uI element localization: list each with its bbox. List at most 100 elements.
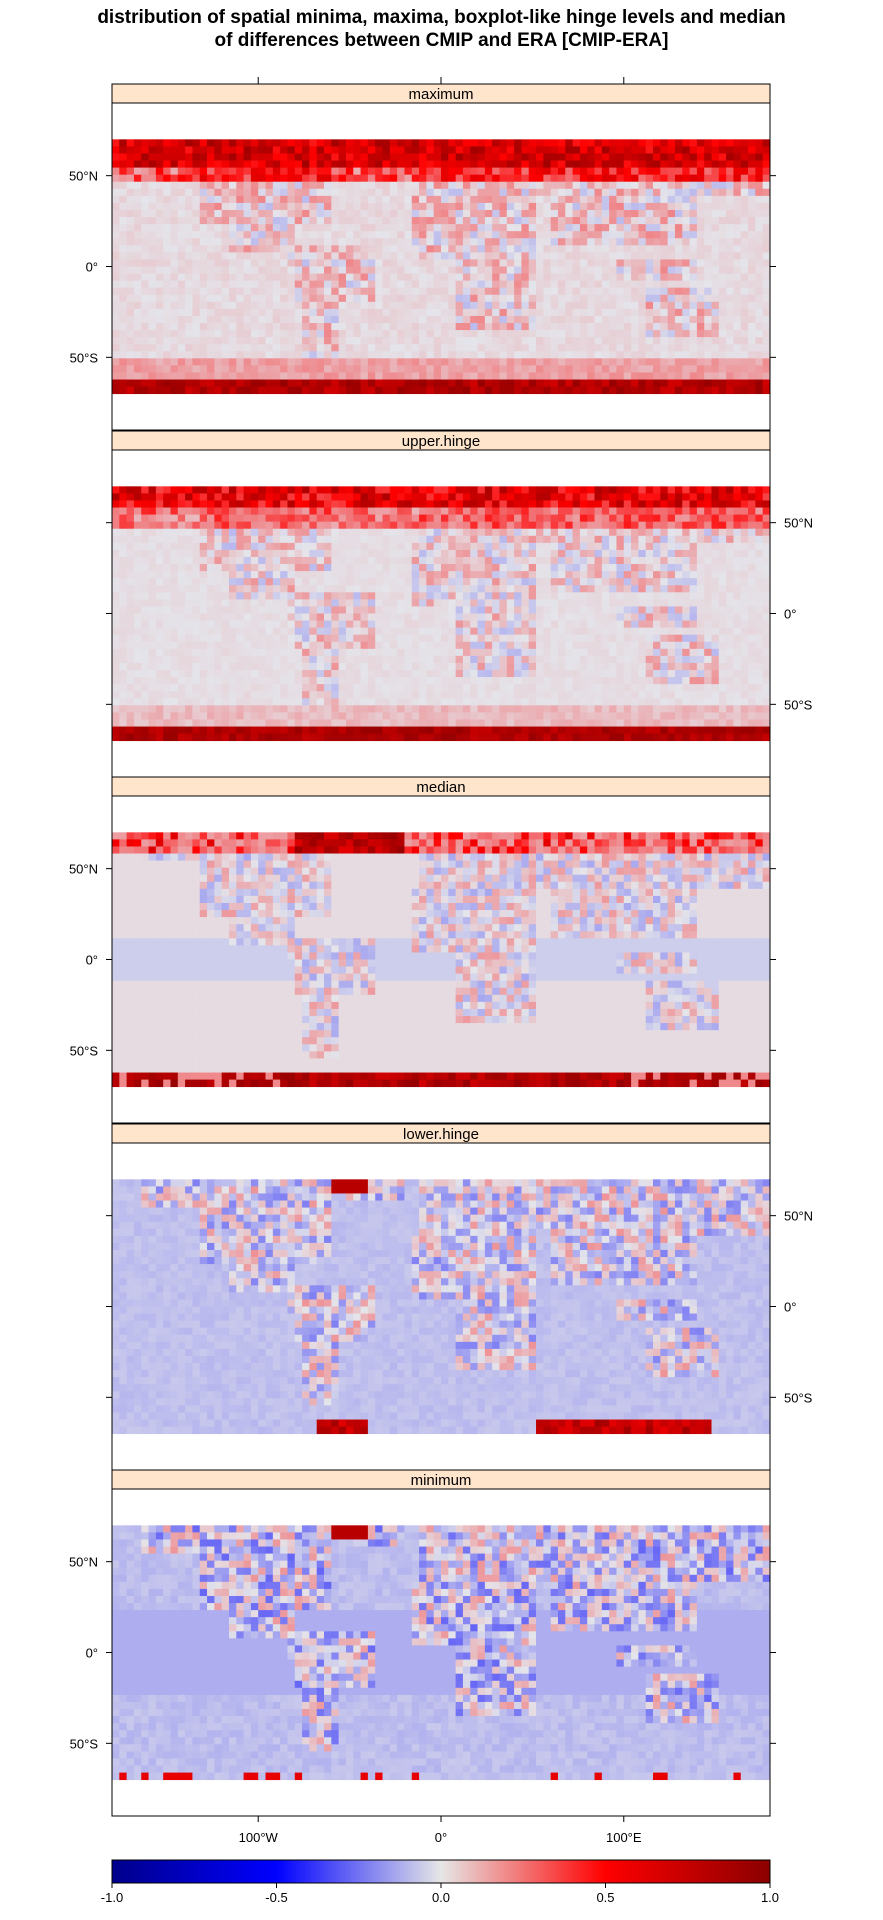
heatmap-cell	[185, 174, 193, 183]
heatmap-cell	[579, 238, 588, 246]
heatmap-cell	[236, 238, 244, 246]
heatmap-cell	[331, 315, 340, 324]
heatmap-cell	[521, 556, 530, 565]
heatmap-cell	[228, 606, 237, 614]
heatmap-cell	[557, 174, 566, 183]
heatmap-cell	[155, 337, 164, 345]
heatmap-cell	[338, 231, 347, 239]
heatmap-cell	[199, 585, 208, 593]
heatmap-cell	[163, 202, 171, 211]
heatmap-cell	[207, 160, 215, 168]
heatmap-cell	[601, 542, 610, 551]
heatmap-cell	[155, 301, 164, 310]
heatmap-cell	[711, 578, 720, 586]
heatmap-cell	[455, 301, 464, 310]
heatmap-cell	[411, 578, 420, 586]
heatmap-cell	[550, 365, 559, 373]
heatmap-cell	[397, 287, 405, 296]
heatmap-cell	[367, 323, 376, 331]
heatmap-cell	[448, 252, 457, 260]
heatmap-cell	[375, 231, 383, 239]
heatmap-cell	[199, 486, 208, 494]
heatmap-cell	[448, 287, 457, 296]
heatmap-cell	[272, 592, 281, 600]
heatmap-cell	[455, 181, 464, 190]
heatmap-cell	[338, 245, 347, 253]
heatmap-cell	[148, 528, 157, 537]
heatmap-cell	[499, 153, 508, 161]
heatmap-cell	[448, 372, 457, 380]
heatmap-cell	[250, 386, 259, 395]
heatmap-cell	[258, 585, 266, 593]
heatmap-cell	[631, 160, 639, 168]
heatmap-cell	[141, 372, 149, 380]
heatmap-cell	[324, 521, 332, 530]
heatmap-cell	[397, 528, 405, 537]
heatmap-cell	[462, 294, 471, 303]
heatmap-cell	[484, 606, 493, 614]
heatmap-cell	[514, 224, 522, 232]
heatmap-cell	[141, 493, 149, 501]
heatmap-cell	[587, 294, 595, 303]
heatmap-cell	[170, 351, 179, 359]
heatmap-cell	[207, 181, 215, 190]
heatmap-cell	[660, 217, 669, 225]
heatmap-cell	[294, 245, 303, 253]
heatmap-cell	[740, 514, 749, 523]
heatmap-cell	[441, 153, 449, 161]
heatmap-cell	[704, 372, 712, 380]
heatmap-cell	[250, 259, 259, 267]
heatmap-cell	[419, 606, 427, 614]
heatmap-cell	[141, 571, 149, 579]
heatmap-cell	[674, 542, 683, 551]
heatmap-cell	[718, 344, 727, 352]
heatmap-cell	[265, 528, 274, 537]
heatmap-cell	[601, 344, 610, 352]
heatmap-cell	[324, 386, 332, 395]
heatmap-cell	[199, 493, 208, 501]
heatmap-cell	[163, 351, 171, 359]
heatmap-cell	[455, 308, 464, 317]
heatmap-cell	[557, 379, 566, 387]
heatmap-cell	[360, 585, 369, 593]
heatmap-cell	[309, 542, 318, 551]
heatmap-cell	[397, 231, 405, 239]
heatmap-cell	[294, 167, 303, 176]
heatmap-cell	[155, 153, 164, 161]
heatmap-cell	[316, 181, 325, 190]
heatmap-cell	[360, 273, 369, 282]
heatmap-cell	[265, 245, 274, 253]
heatmap-cell	[521, 564, 530, 572]
heatmap-cell	[492, 231, 500, 239]
heatmap-cell	[360, 167, 369, 176]
heatmap-cell	[419, 486, 427, 494]
heatmap-cell	[185, 379, 193, 387]
heatmap-cell	[265, 585, 274, 593]
heatmap-cell	[645, 174, 654, 183]
heatmap-cell	[360, 160, 369, 168]
heatmap-cell	[638, 606, 647, 614]
heatmap-cell	[660, 571, 669, 579]
heatmap-cell	[258, 386, 266, 395]
heatmap-cell	[338, 139, 347, 147]
heatmap-cell	[382, 386, 391, 395]
heatmap-cell	[250, 549, 259, 558]
heatmap-cell	[280, 167, 288, 176]
heatmap-cell	[353, 528, 361, 537]
heatmap-cell	[689, 174, 698, 183]
heatmap-cell	[514, 585, 522, 593]
heatmap-cell	[148, 365, 157, 373]
heatmap-cell	[243, 139, 252, 147]
heatmap-cell	[689, 301, 698, 310]
heatmap-cell	[667, 301, 676, 310]
heatmap-cell	[718, 330, 727, 338]
heatmap-cell	[528, 294, 537, 303]
heatmap-cell	[163, 252, 171, 260]
heatmap-cell	[119, 592, 128, 600]
heatmap-cell	[302, 139, 310, 147]
heatmap-cell	[302, 209, 310, 218]
heatmap-cell	[185, 365, 193, 373]
heatmap-cell	[762, 606, 771, 614]
heatmap-cell	[433, 280, 442, 289]
heatmap-cell	[302, 160, 310, 168]
